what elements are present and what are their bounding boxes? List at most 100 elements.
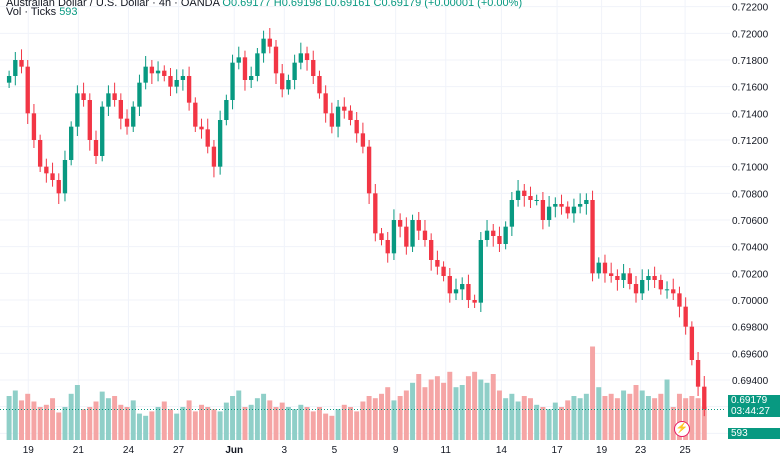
candle-body: [484, 230, 490, 240]
x-tick-label: 14: [496, 445, 508, 456]
volume-bar: [174, 413, 180, 440]
candle-body: [106, 93, 111, 107]
candle-body: [143, 66, 148, 83]
candle-body: [211, 146, 217, 167]
y-tick-label: 0.71200: [732, 136, 769, 147]
volume-bar: [670, 407, 676, 440]
candle-body: [702, 386, 707, 410]
candle-body: [621, 273, 626, 280]
volume-bar: [608, 393, 614, 440]
y-tick-label: 0.71000: [732, 163, 769, 174]
x-tick-label: 21: [73, 445, 85, 456]
candle-body: [230, 62, 235, 100]
volume-bar: [571, 396, 577, 440]
candle-body: [466, 284, 471, 300]
volume-bar: [155, 407, 161, 440]
volume-bar: [360, 401, 366, 440]
volume-bar: [335, 409, 341, 440]
y-tick-label: 0.71800: [732, 56, 769, 67]
candle-body: [31, 113, 37, 140]
y-tick-label: 0.70600: [732, 216, 769, 227]
volume-bar: [323, 413, 329, 440]
x-tick-label: 5: [332, 445, 338, 456]
volume-bar: [676, 393, 682, 440]
volume-bar: [199, 404, 204, 440]
candle-body: [124, 118, 130, 127]
volume-bar: [627, 393, 633, 440]
candle-body: [137, 82, 142, 107]
volume-bar: [540, 407, 546, 440]
volume-bar: [304, 407, 310, 440]
candle-body: [255, 53, 260, 76]
candle-body: [683, 306, 688, 327]
volume-bar: [614, 398, 620, 440]
volume-bar: [105, 398, 111, 440]
candle-body: [528, 196, 533, 200]
candle-body: [422, 230, 428, 240]
volume-bar: [74, 385, 80, 440]
x-tick-label: 11: [441, 445, 452, 456]
volume-bar: [136, 413, 142, 440]
volume-bar: [428, 379, 434, 440]
candle-body: [360, 133, 366, 147]
candle-body: [546, 206, 552, 220]
candle-body: [491, 230, 496, 236]
candle-body: [25, 66, 30, 114]
candle-body: [261, 38, 266, 54]
candle-body: [224, 100, 229, 120]
candle-body: [627, 273, 632, 284]
candle-body: [615, 276, 620, 280]
volume-bar: [180, 407, 186, 440]
candle-body: [174, 80, 179, 87]
volume-bar: [316, 407, 322, 440]
candle-body: [640, 280, 645, 294]
y-tick-label: 0.70000: [732, 296, 769, 307]
volume-bar: [391, 400, 397, 440]
candle-body: [112, 93, 117, 100]
last-price-tag: 0.69179 03:44:27: [728, 395, 780, 417]
volume-bar: [12, 390, 18, 440]
volume-bar: [689, 396, 695, 440]
volume-bar: [285, 407, 291, 440]
volume-bar: [701, 407, 707, 440]
candle-body: [193, 102, 198, 127]
volume-bar: [528, 398, 533, 440]
symbol-legend: Australian Dollar / U.S. Dollar · 4h · O…: [6, 0, 522, 10]
candle-body: [366, 146, 372, 194]
volume-bar: [99, 391, 105, 440]
volume-bar: [453, 387, 459, 440]
volume-bar: [683, 398, 689, 440]
volume-bar: [441, 382, 447, 440]
volume-bar: [112, 396, 118, 440]
y-tick-label: 0.71600: [732, 83, 769, 94]
volume-bar: [559, 407, 564, 440]
volume-bar: [43, 404, 49, 440]
volume-bar: [124, 407, 130, 440]
volume-bar: [161, 401, 167, 440]
volume-bar: [664, 379, 670, 440]
candle-body: [348, 110, 353, 120]
candle-body: [652, 276, 657, 280]
volume-bar: [68, 393, 74, 440]
candle-body: [404, 226, 409, 247]
candle-body: [242, 57, 248, 80]
candle-body: [100, 106, 105, 156]
x-tick-label: 25: [680, 445, 692, 456]
candle-body: [609, 273, 614, 276]
candle-body: [671, 289, 676, 294]
ohlc-values: O0.69177 H0.69198 L0.69161 C0.69179 (+0.…: [222, 0, 523, 9]
volume-bar: [261, 393, 267, 440]
volume-bar: [552, 402, 558, 440]
candle-body: [323, 93, 328, 114]
candle-body: [503, 226, 508, 244]
candle-body: [565, 206, 570, 214]
candle-body: [435, 260, 440, 267]
candle-body: [497, 236, 502, 244]
lightning-icon[interactable]: ⚡: [674, 421, 690, 437]
volume-bar: [254, 398, 260, 440]
candle-body: [249, 76, 254, 80]
candle-body: [267, 38, 272, 47]
volume-bar: [385, 387, 391, 440]
volume-bar: [329, 415, 335, 440]
